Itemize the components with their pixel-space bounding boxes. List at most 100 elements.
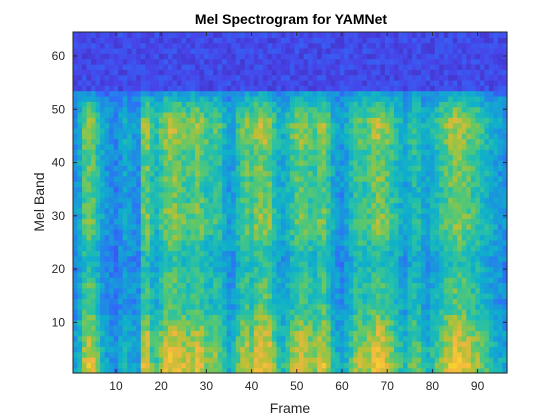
- heatmap-cell: [249, 319, 255, 326]
- heatmap-cell: [131, 362, 137, 369]
- heatmap-cell: [154, 234, 160, 241]
- heatmap-cell: [312, 255, 318, 262]
- heatmap-cell: [163, 229, 169, 236]
- heatmap-cell: [271, 282, 278, 289]
- heatmap-cell: [204, 202, 210, 209]
- heatmap-cell: [104, 357, 110, 363]
- heatmap-cell: [403, 341, 409, 347]
- heatmap-cell: [163, 250, 169, 257]
- heatmap-cell: [326, 261, 332, 268]
- heatmap-cell: [339, 149, 345, 156]
- heatmap-cell: [253, 85, 259, 92]
- heatmap-cell: [371, 245, 377, 252]
- heatmap-cell: [131, 293, 137, 300]
- heatmap-cell: [362, 181, 368, 188]
- heatmap-cell: [235, 362, 241, 369]
- heatmap-cell: [195, 367, 201, 374]
- heatmap-cell: [127, 111, 133, 118]
- heatmap-cell: [73, 85, 79, 92]
- heatmap-cell: [244, 69, 250, 76]
- heatmap-cell: [208, 127, 214, 134]
- heatmap-cell: [86, 95, 92, 102]
- heatmap-cell: [389, 154, 395, 161]
- heatmap-cell: [213, 181, 219, 188]
- heatmap-cell: [158, 341, 165, 347]
- heatmap-cell: [267, 175, 273, 182]
- heatmap-cell: [145, 229, 151, 236]
- heatmap-cell: [330, 143, 336, 150]
- heatmap-cell: [122, 47, 128, 54]
- heatmap-cell: [271, 271, 278, 278]
- heatmap-cell: [226, 138, 232, 145]
- heatmap-cell: [136, 53, 142, 60]
- heatmap-cell: [109, 362, 115, 369]
- heatmap-cell: [82, 309, 88, 315]
- heatmap-cell: [312, 218, 318, 225]
- heatmap-cell: [172, 154, 178, 161]
- heatmap-cell: [258, 261, 264, 268]
- heatmap-cell: [163, 154, 169, 161]
- heatmap-cell: [380, 111, 386, 118]
- heatmap-cell: [403, 95, 409, 102]
- heatmap-cell: [416, 74, 422, 81]
- heatmap-cell: [190, 341, 196, 347]
- heatmap-cell: [127, 287, 133, 294]
- heatmap-cell: [362, 138, 368, 145]
- heatmap-cell: [140, 245, 146, 252]
- heatmap-cell: [235, 287, 241, 294]
- heatmap-cell: [393, 170, 400, 177]
- heatmap-cell: [158, 309, 165, 315]
- heatmap-cell: [140, 143, 146, 150]
- heatmap-cell: [416, 271, 422, 278]
- heatmap-cell: [82, 143, 88, 150]
- heatmap-cell: [353, 234, 359, 241]
- heatmap-cell: [384, 58, 391, 65]
- heatmap-cell: [421, 127, 427, 134]
- heatmap-cell: [73, 298, 79, 305]
- heatmap-cell: [95, 314, 101, 321]
- heatmap-cell: [208, 79, 214, 86]
- heatmap-cell: [285, 74, 291, 81]
- heatmap-cell: [199, 122, 205, 129]
- heatmap-cell: [222, 197, 228, 204]
- heatmap-cell: [412, 197, 418, 204]
- heatmap-cell: [226, 111, 232, 118]
- heatmap-cell: [158, 271, 165, 278]
- heatmap-cell: [244, 213, 250, 220]
- heatmap-cell: [190, 170, 196, 177]
- heatmap-cell: [136, 74, 142, 81]
- heatmap-cell: [389, 117, 395, 124]
- heatmap-cell: [253, 298, 259, 305]
- heatmap-cell: [95, 154, 101, 161]
- heatmap-cell: [104, 346, 110, 353]
- heatmap-cell: [231, 133, 237, 140]
- heatmap-cell: [77, 330, 83, 337]
- heatmap-cell: [290, 47, 296, 54]
- heatmap-cell: [276, 213, 282, 220]
- heatmap-cell: [244, 319, 250, 326]
- heatmap-cell: [375, 367, 382, 374]
- heatmap-cell: [294, 191, 300, 198]
- heatmap-cell: [86, 37, 92, 44]
- heatmap-cell: [167, 53, 174, 60]
- heatmap-cell: [285, 325, 291, 331]
- heatmap-cell: [181, 293, 187, 300]
- heatmap-cell: [82, 213, 88, 220]
- heatmap-cell: [290, 154, 296, 161]
- heatmap-cell: [100, 309, 106, 315]
- heatmap-cell: [244, 367, 250, 374]
- heatmap-cell: [303, 239, 309, 246]
- heatmap-cell: [145, 95, 151, 102]
- heatmap-cell: [190, 239, 196, 246]
- heatmap-cell: [222, 213, 228, 220]
- heatmap-cell: [145, 133, 151, 140]
- heatmap-cell: [389, 223, 395, 230]
- heatmap-cell: [366, 175, 372, 182]
- heatmap-cell: [271, 223, 278, 230]
- heatmap-cell: [167, 175, 174, 182]
- heatmap-cell: [181, 367, 187, 374]
- heatmap-cell: [176, 202, 183, 209]
- heatmap-cell: [262, 287, 268, 294]
- heatmap-cell: [195, 277, 201, 284]
- heatmap-cell: [217, 213, 223, 220]
